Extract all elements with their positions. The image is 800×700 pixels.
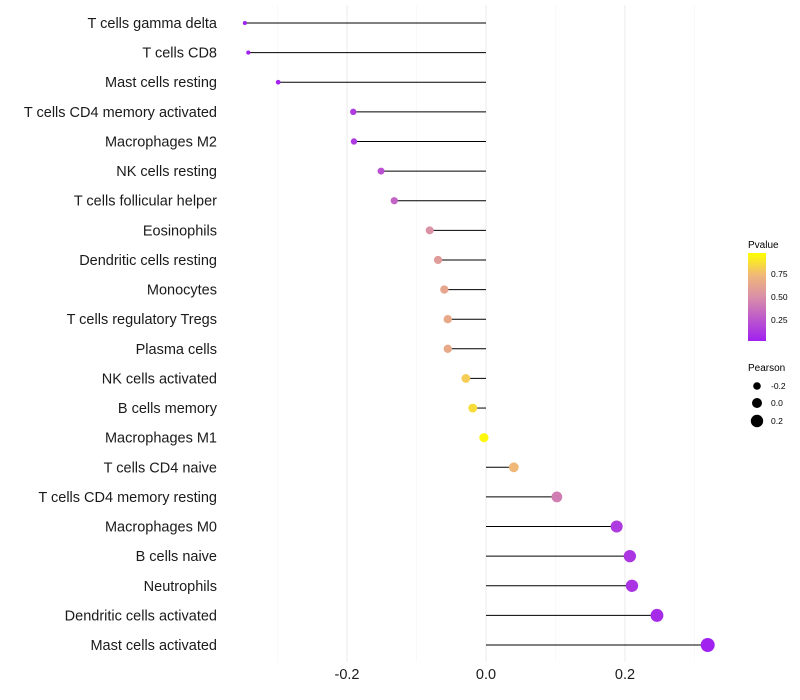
lollipop-point xyxy=(625,579,639,592)
lollipop-point xyxy=(468,403,478,413)
lollipop-point xyxy=(350,108,357,116)
lollipop-point xyxy=(443,344,452,354)
category-label: Dendritic cells activated xyxy=(65,608,217,624)
lollipop-point xyxy=(242,20,247,26)
lollipop-point xyxy=(433,255,443,265)
lollipop-point xyxy=(246,50,251,55)
color-legend-tick: 0.25 xyxy=(771,315,788,325)
x-tick-label: 0.2 xyxy=(615,667,635,683)
lollipop-point xyxy=(350,138,358,145)
category-label: T cells CD8 xyxy=(142,46,217,62)
x-tick-label: 0.0 xyxy=(476,667,496,683)
category-label: T cells CD4 memory resting xyxy=(38,490,217,506)
lollipop-point xyxy=(623,549,637,563)
size-legend-label: -0.2 xyxy=(771,381,786,391)
category-label: Macrophages M2 xyxy=(105,134,217,150)
size-legend-label: 0.0 xyxy=(771,398,783,408)
lollipop-point xyxy=(461,374,471,383)
category-label: T cells regulatory Tregs xyxy=(67,312,217,328)
category-label: Eosinophils xyxy=(143,223,217,239)
category-label: T cells CD4 naive xyxy=(104,460,217,476)
lollipop-point xyxy=(508,462,519,473)
lollipop-point xyxy=(443,314,452,324)
lollipop-point xyxy=(275,79,281,85)
color-legend-tick: 0.75 xyxy=(771,269,788,279)
category-label: Macrophages M1 xyxy=(105,431,217,447)
lollipop-point xyxy=(700,638,715,652)
x-tick-label: -0.2 xyxy=(335,667,360,683)
category-label: B cells memory xyxy=(118,401,218,417)
category-label: Mast cells resting xyxy=(105,75,217,91)
size-legend-dot xyxy=(753,382,761,390)
lollipop-point xyxy=(610,520,623,533)
category-label: T cells CD4 memory activated xyxy=(24,105,217,121)
category-label: T cells gamma delta xyxy=(88,16,218,32)
size-legend-title: Pearson xyxy=(748,363,785,374)
color-legend-tick: 0.50 xyxy=(771,292,788,302)
category-label: Plasma cells xyxy=(136,342,217,358)
lollipop-point xyxy=(551,491,563,503)
size-legend-label: 0.2 xyxy=(771,416,783,426)
color-legend-bar xyxy=(748,253,766,341)
color-legend-title: Pvalue xyxy=(748,240,779,251)
lollipop-point xyxy=(390,197,398,205)
category-label: Macrophages M0 xyxy=(105,520,217,536)
size-legend-dot xyxy=(752,398,762,408)
category-label: B cells naive xyxy=(136,549,217,565)
lollipop-point xyxy=(377,167,385,175)
size-legend-dot xyxy=(750,414,764,428)
category-label: NK cells activated xyxy=(102,371,217,387)
lollipop-point xyxy=(650,608,664,622)
category-label: Neutrophils xyxy=(144,579,217,595)
category-label: Monocytes xyxy=(147,283,217,299)
category-label: Dendritic cells resting xyxy=(79,253,217,269)
lollipop-point xyxy=(479,433,489,443)
category-label: T cells follicular helper xyxy=(74,194,217,210)
category-label: Mast cells activated xyxy=(90,638,217,654)
lollipop-point xyxy=(440,285,449,294)
lollipop-point xyxy=(425,226,434,235)
category-label: NK cells resting xyxy=(116,164,217,180)
